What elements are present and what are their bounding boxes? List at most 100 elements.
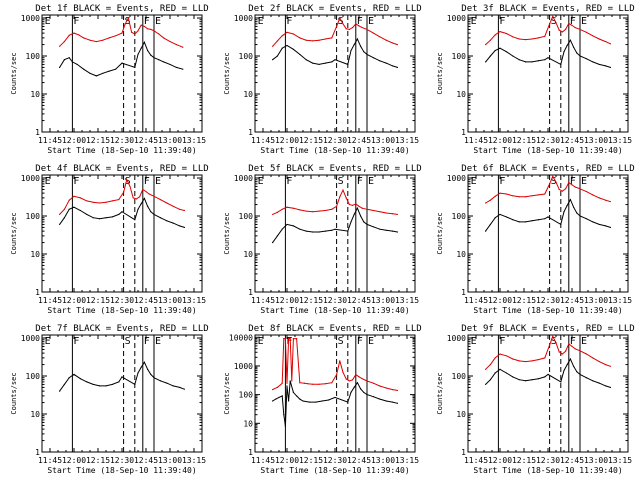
lld-data-point [489,199,491,201]
lld-data-point [272,45,274,47]
lld-data-point [558,351,560,353]
events-data-point [569,358,572,360]
y-tick-label: 100 [452,212,467,221]
lld-data-point [312,40,314,42]
x-tick-label: 11:45 [38,296,62,305]
lld-series-line [272,16,398,47]
detector-panel-7: Det 7f BLACK = Events, RED = LLD 1 10 100 10… [10,324,209,475]
events-data-point [275,398,277,400]
lld-data-point [137,30,139,32]
y-tick-label: 1000 [447,174,466,183]
lld-data-point [352,379,354,381]
x-tick-label: 12:45 [560,296,584,305]
lld-data-point [305,210,307,212]
marker-label: S [551,336,557,347]
events-data-point [396,402,398,404]
lld-data-point [579,188,581,190]
lld-data-point [505,32,507,35]
x-tick-label: 12:45 [134,296,158,305]
lld-data-point [127,17,129,19]
events-data-point [276,55,278,57]
marker-label: F [499,336,505,347]
lld-data-point [166,202,168,204]
x-tick-label: 12:15 [86,456,110,465]
x-tick-label: 11:45 [38,456,62,465]
events-data-point [366,223,368,226]
lld-data-point [565,28,567,31]
events-data-point [505,372,507,374]
lld-data-point [512,36,514,38]
events-data-point [292,225,294,227]
y-tick-label: 10 [243,90,253,99]
events-data-point [360,215,362,217]
events-data-point [385,400,387,402]
lld-data-point [385,387,387,389]
events-data-point [576,371,578,373]
events-data-point [350,391,352,393]
detector-panel-2: Det 2f BLACK = Events, RED = LLD 1 10 100 10… [223,4,422,155]
events-series-line [59,197,185,228]
lld-data-point [592,357,594,359]
marker-label: E [45,336,51,347]
x-tick-label: 12:30 [110,136,134,145]
lld-data-point [358,25,360,27]
lld-data-point [345,378,347,380]
events-data-point [518,59,520,61]
events-data-point [143,197,145,200]
events-data-point [281,395,283,397]
marker-label: E [471,16,477,27]
events-data-point [278,396,280,399]
x-tick-label: 12:45 [134,456,158,465]
events-data-point [585,377,588,379]
x-tick-label: 13:15 [608,296,632,305]
events-data-point [360,388,362,390]
events-data-point [512,219,514,221]
x-tick-label: 12:15 [299,456,323,465]
plot-frame [467,14,629,133]
lld-data-point [342,189,344,191]
lld-data-point [336,373,338,376]
events-data-point [576,212,578,214]
y-tick-label: 100 [26,372,41,381]
events-data-point [531,379,533,381]
lld-data-point [339,360,341,362]
events-data-point [150,373,152,376]
events-data-point [372,57,374,59]
lld-data-point [355,23,357,25]
lld-data-point [372,32,374,34]
x-tick-label: 12:30 [536,136,560,145]
lld-data-point [358,376,360,378]
lld-data-point [292,337,294,340]
events-data-point [172,385,174,387]
lld-data-point [372,209,374,212]
x-tick-label: 13:15 [608,136,632,145]
lld-data-point [592,194,594,196]
events-data-point [585,218,588,220]
x-tick-label: 13:15 [182,296,206,305]
events-data-point [105,385,107,387]
events-data-point [147,49,149,52]
lld-data-point [518,360,520,362]
lld-data-point [281,208,283,210]
events-data-point [485,230,487,232]
lld-data-point [158,33,160,35]
events-data-point [281,228,283,230]
y-tick-label: 100 [452,372,467,381]
x-tick-label: 12:30 [323,136,347,145]
events-data-point [537,60,540,62]
x-tick-label: 11:45 [251,136,275,145]
x-tick-label: 13:00 [158,296,182,305]
lld-data-point [304,382,306,384]
events-data-point [363,51,365,53]
events-data-point [489,379,491,381]
events-data-point [579,215,581,217]
events-data-point [331,61,333,63]
marker-label: F [570,336,576,347]
lld-data-point [305,39,307,41]
marker-label: S [551,176,557,187]
marker-label: F [73,336,79,347]
events-data-point [324,230,326,232]
lld-data-point [115,35,117,37]
events-data-point [350,49,352,52]
lld-data-point [153,195,155,197]
